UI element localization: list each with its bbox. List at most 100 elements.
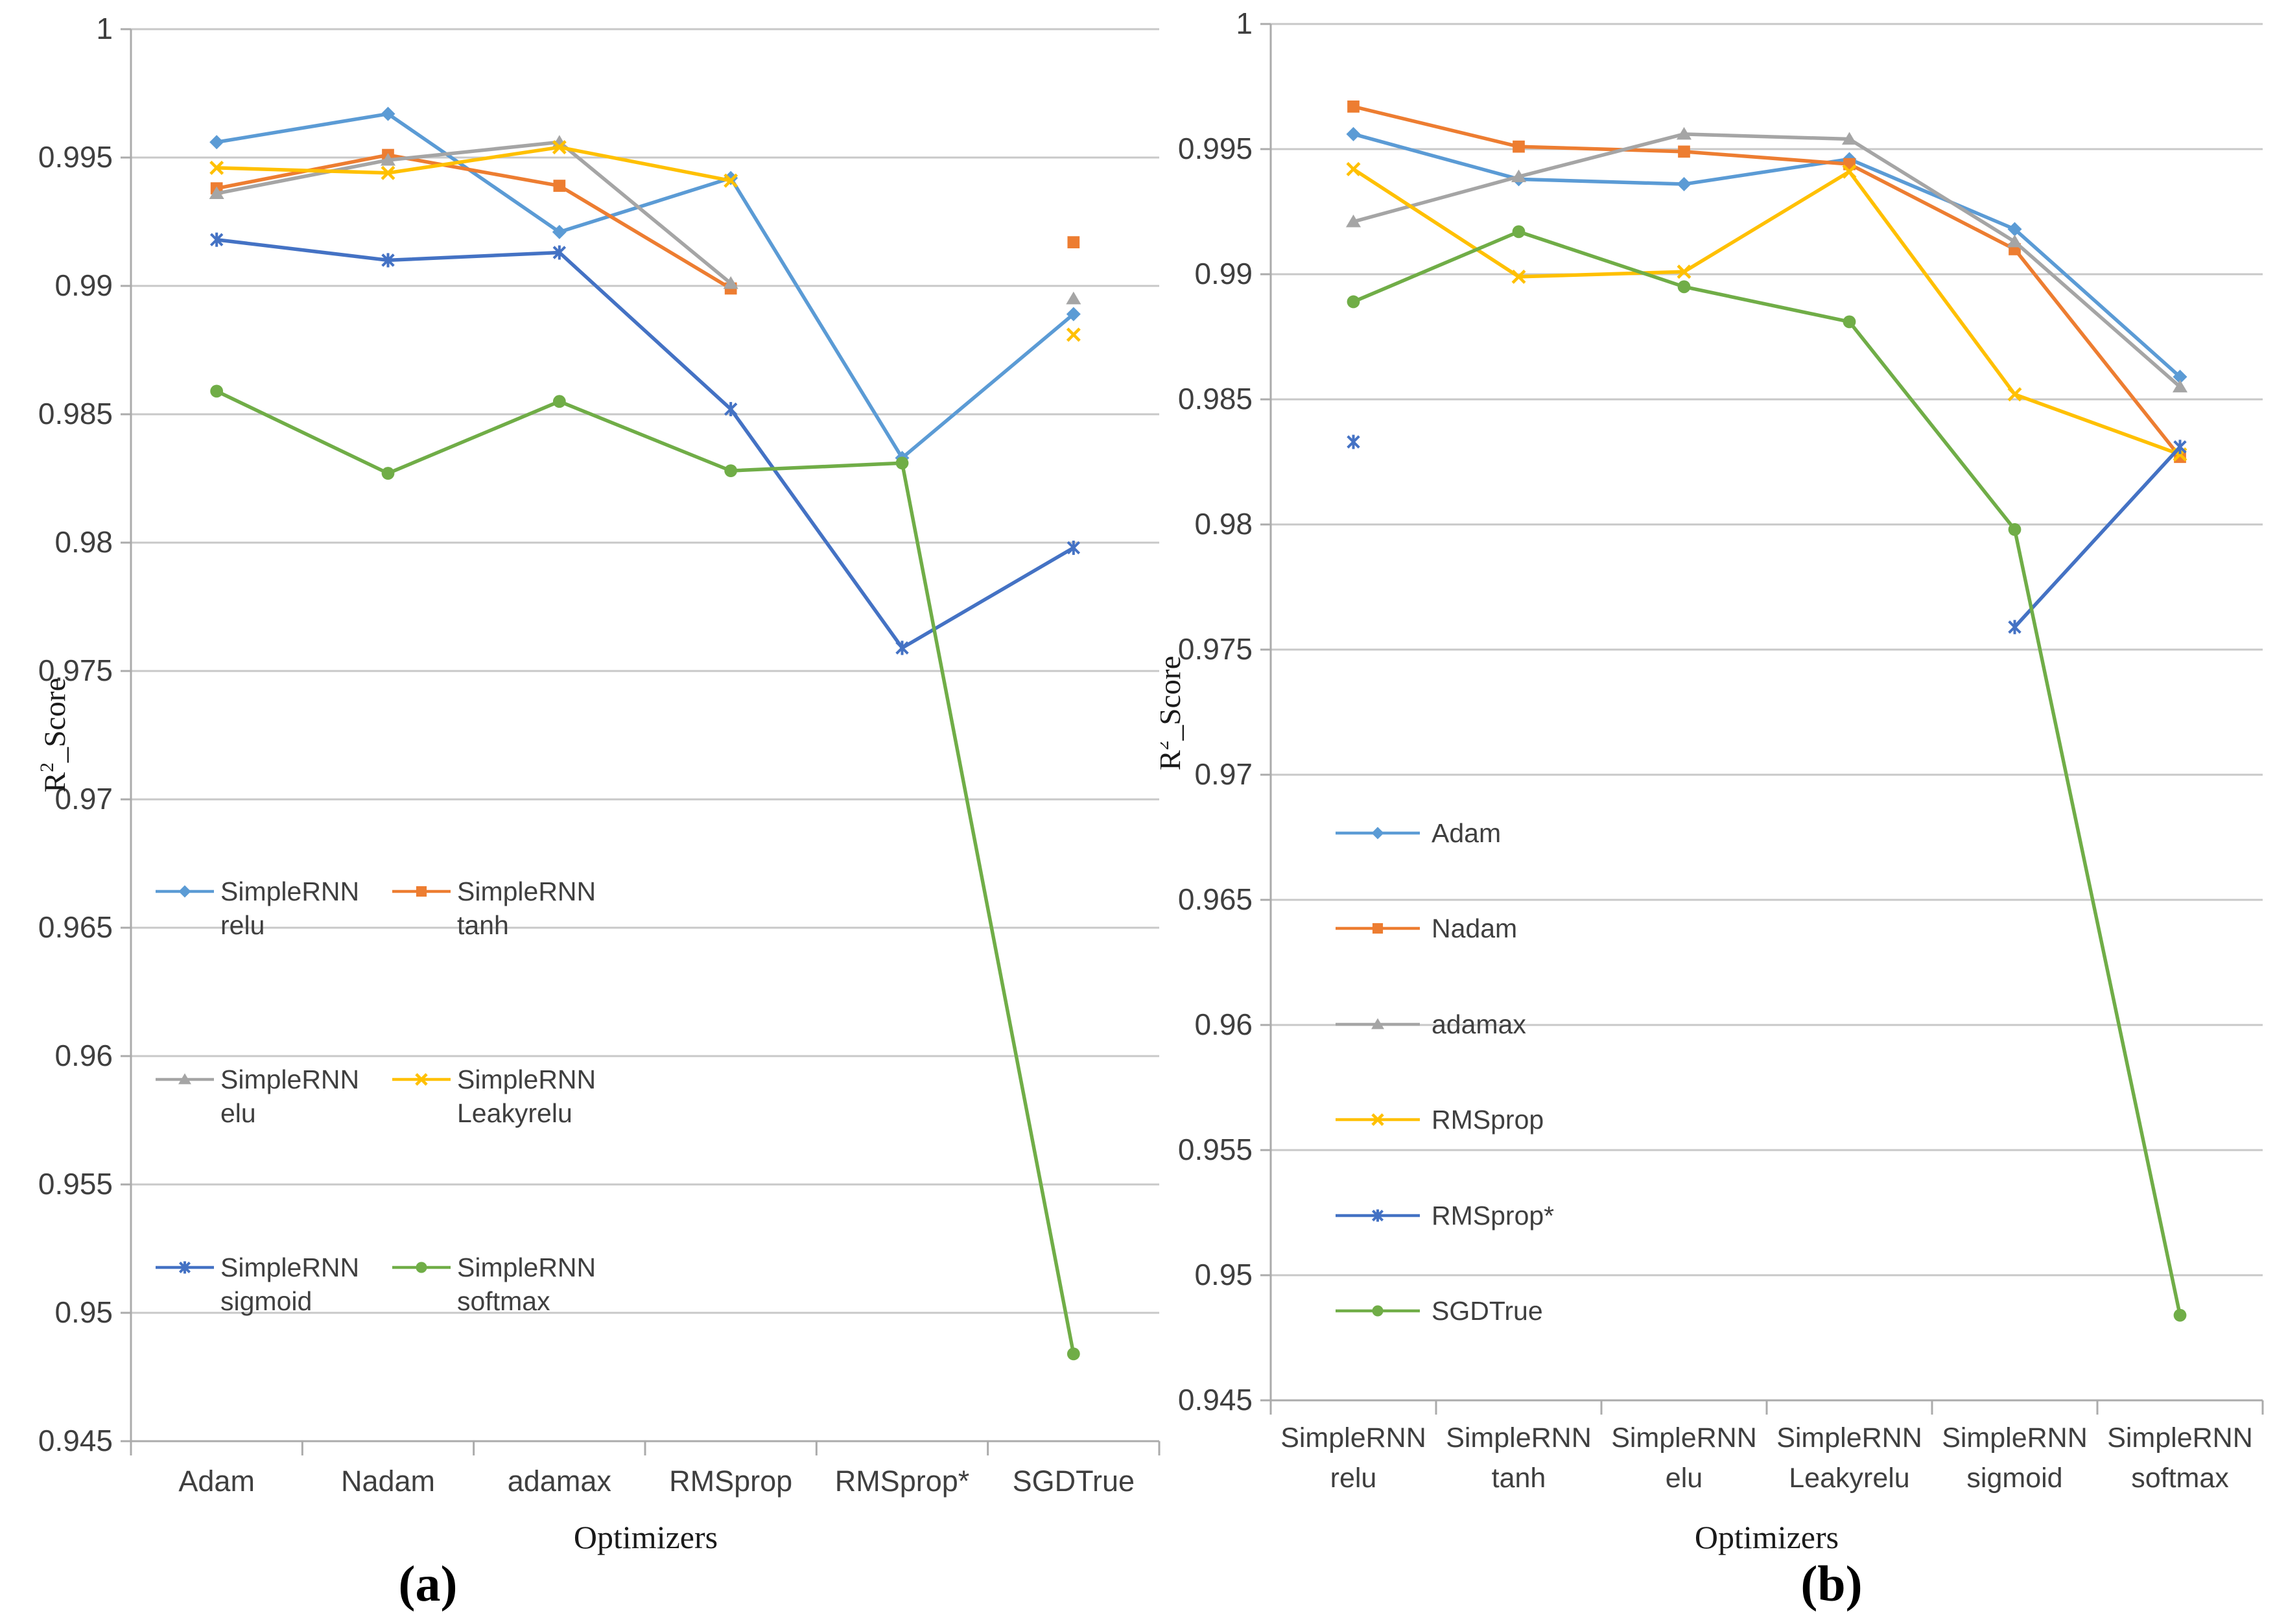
legend-label: SimpleRNN [220,877,359,906]
x-tick-label: elu [1666,1463,1703,1494]
legend-label: RMSprop [1432,1105,1544,1135]
data-point-marker [1067,540,1081,555]
data-point-marker [1677,280,1691,294]
data-point-marker [724,402,738,417]
chart-b-caption: (b) [1800,1555,1863,1612]
legend-item-rmsprop: RMSprop [1336,1105,1544,1135]
data-point-marker [552,245,567,260]
x-tick-labels: SimpleRNN relu SimpleRNN tanh SimpleRNN elu Si… [1280,1422,2253,1494]
y-tick-label: 0.99 [54,268,113,302]
data-point-marker [553,180,566,192]
data-point-marker [381,253,395,268]
x-tick-labels: Adam Nadam adamax RMSprop RMSprop* SGDTrue [178,1465,1135,1498]
series-line [2012,445,2182,630]
legend-marker [1371,827,1384,840]
chart-a-canvas: 1 0.995 0.99 0.985 0.98 0.975 0.97 0.965 0.96 0.9… [36,12,1161,1555]
data-point-marker [724,173,738,188]
y-tick-label: 0.98 [54,525,113,559]
data-point-marker [381,165,395,180]
y-tick-label: 0.97 [54,782,113,816]
y-tick-label: 0.955 [1178,1133,1253,1166]
legend-item-simplernn-relu: SimpleRNN relu [156,877,359,940]
data-point-marker [2173,440,2187,454]
data-point-marker [1347,100,1360,113]
legend-item-rmsprop-: RMSprop* [1336,1201,1554,1230]
y-tick-labels: 1 0.995 0.99 0.985 0.98 0.975 0.97 0.965 0.96 0.9… [38,12,113,1457]
data-point-marker [723,276,738,289]
data-point-marker [552,140,567,155]
data-point-marker [2173,1308,2187,1322]
data-point-marker [1677,177,1692,192]
axis-ticks [121,28,1161,1455]
data-point-marker [1066,291,1081,305]
data-point-marker [552,395,566,408]
x-tick-label: SimpleRNN [1446,1422,1592,1453]
x-tick-label: SimpleRNN [2107,1422,2253,1453]
data-point-marker [1511,169,1527,183]
x-axis-title: Optimizers [1695,1519,1839,1555]
x-axis-title: Optimizers [574,1519,718,1555]
data-point-marker [1511,269,1526,284]
legend: Adam Nadam adamax RMSprop RMSprop* SGDTrue [1336,818,1554,1326]
y-tick-label: 0.995 [1178,132,1253,165]
y-tick-label: 0.965 [1178,882,1253,916]
data-point-marker [1067,1347,1080,1361]
legend-label: SimpleRNN [457,1065,596,1094]
legend-item-adamax: adamax [1336,1009,1526,1039]
chart-a-caption: (a) [398,1555,458,1612]
y-tick-label: 0.99 [1194,257,1253,290]
data-point-marker [2173,370,2187,384]
legend-item-nadam: Nadam [1336,913,1517,943]
legend-item-simplernn-softmax: SimpleRNN softmax [392,1253,596,1316]
y-tick-label: 1 [96,12,113,45]
y-axis-title: R2_Score [36,678,72,793]
legend-marker [1371,1209,1384,1222]
gridlines [131,28,1159,1442]
x-tick-label: Nadam [341,1465,435,1498]
legend-item-simplernn-leakyrelu: SimpleRNN Leakyrelu [392,1065,596,1128]
data-point-marker [1676,126,1692,140]
data-point-marker [210,384,224,398]
series-line [1351,167,2182,456]
series-line [215,389,1076,1356]
data-point-marker [895,641,909,655]
y-tick-label: 0.965 [38,910,113,944]
legend-item-simplernn-sigmoid: SimpleRNN sigmoid [156,1253,359,1316]
data-point-marker [2008,620,2022,635]
legend-label: Leakyrelu [457,1098,572,1128]
data-point-marker [1843,315,1856,329]
data-point-marker [209,135,224,150]
legend-label: Adam [1432,818,1501,848]
x-tick-label: RMSprop [669,1465,792,1498]
x-tick-label: SimpleRNN [1776,1422,1922,1453]
legend-marker [1371,1018,1384,1030]
x-tick-label: relu [1330,1463,1377,1494]
data-point-marker [1347,295,1360,309]
data-point-marker [1346,161,1361,176]
gridlines [1271,23,2263,1402]
y-axis-title: R2_Score [1161,656,1187,771]
y-tick-label: 0.95 [1194,1258,1253,1291]
series-adamax [1345,126,2188,393]
data-point-marker [2007,234,2023,248]
legend-marker [416,1262,427,1273]
data-point-marker [552,224,567,239]
data-point-marker [1841,132,1857,145]
legend-label: SimpleRNN [457,877,596,906]
data-point-marker [1513,140,1525,153]
legend-label: SGDTrue [1432,1296,1543,1326]
y-tick-label: 0.995 [38,140,113,174]
data-point-marker [380,152,396,166]
x-tick-label: SGDTrue [1013,1465,1135,1498]
y-tick-label: 0.95 [54,1295,113,1329]
y-tick-label: 0.98 [1194,507,1253,541]
data-point-marker [895,456,909,470]
series-rmsprop- [1347,434,2187,635]
data-point-marker [2007,387,2022,402]
data-point-marker [1066,327,1081,342]
series-sgdtrue [1347,225,2187,1322]
chart-b-canvas: 1 0.995 0.99 0.985 0.98 0.975 0.97 0.965 0.96 0.9… [1161,6,2264,1555]
y-tick-label: 0.955 [38,1167,113,1201]
legend-label: SimpleRNN [220,1253,359,1282]
